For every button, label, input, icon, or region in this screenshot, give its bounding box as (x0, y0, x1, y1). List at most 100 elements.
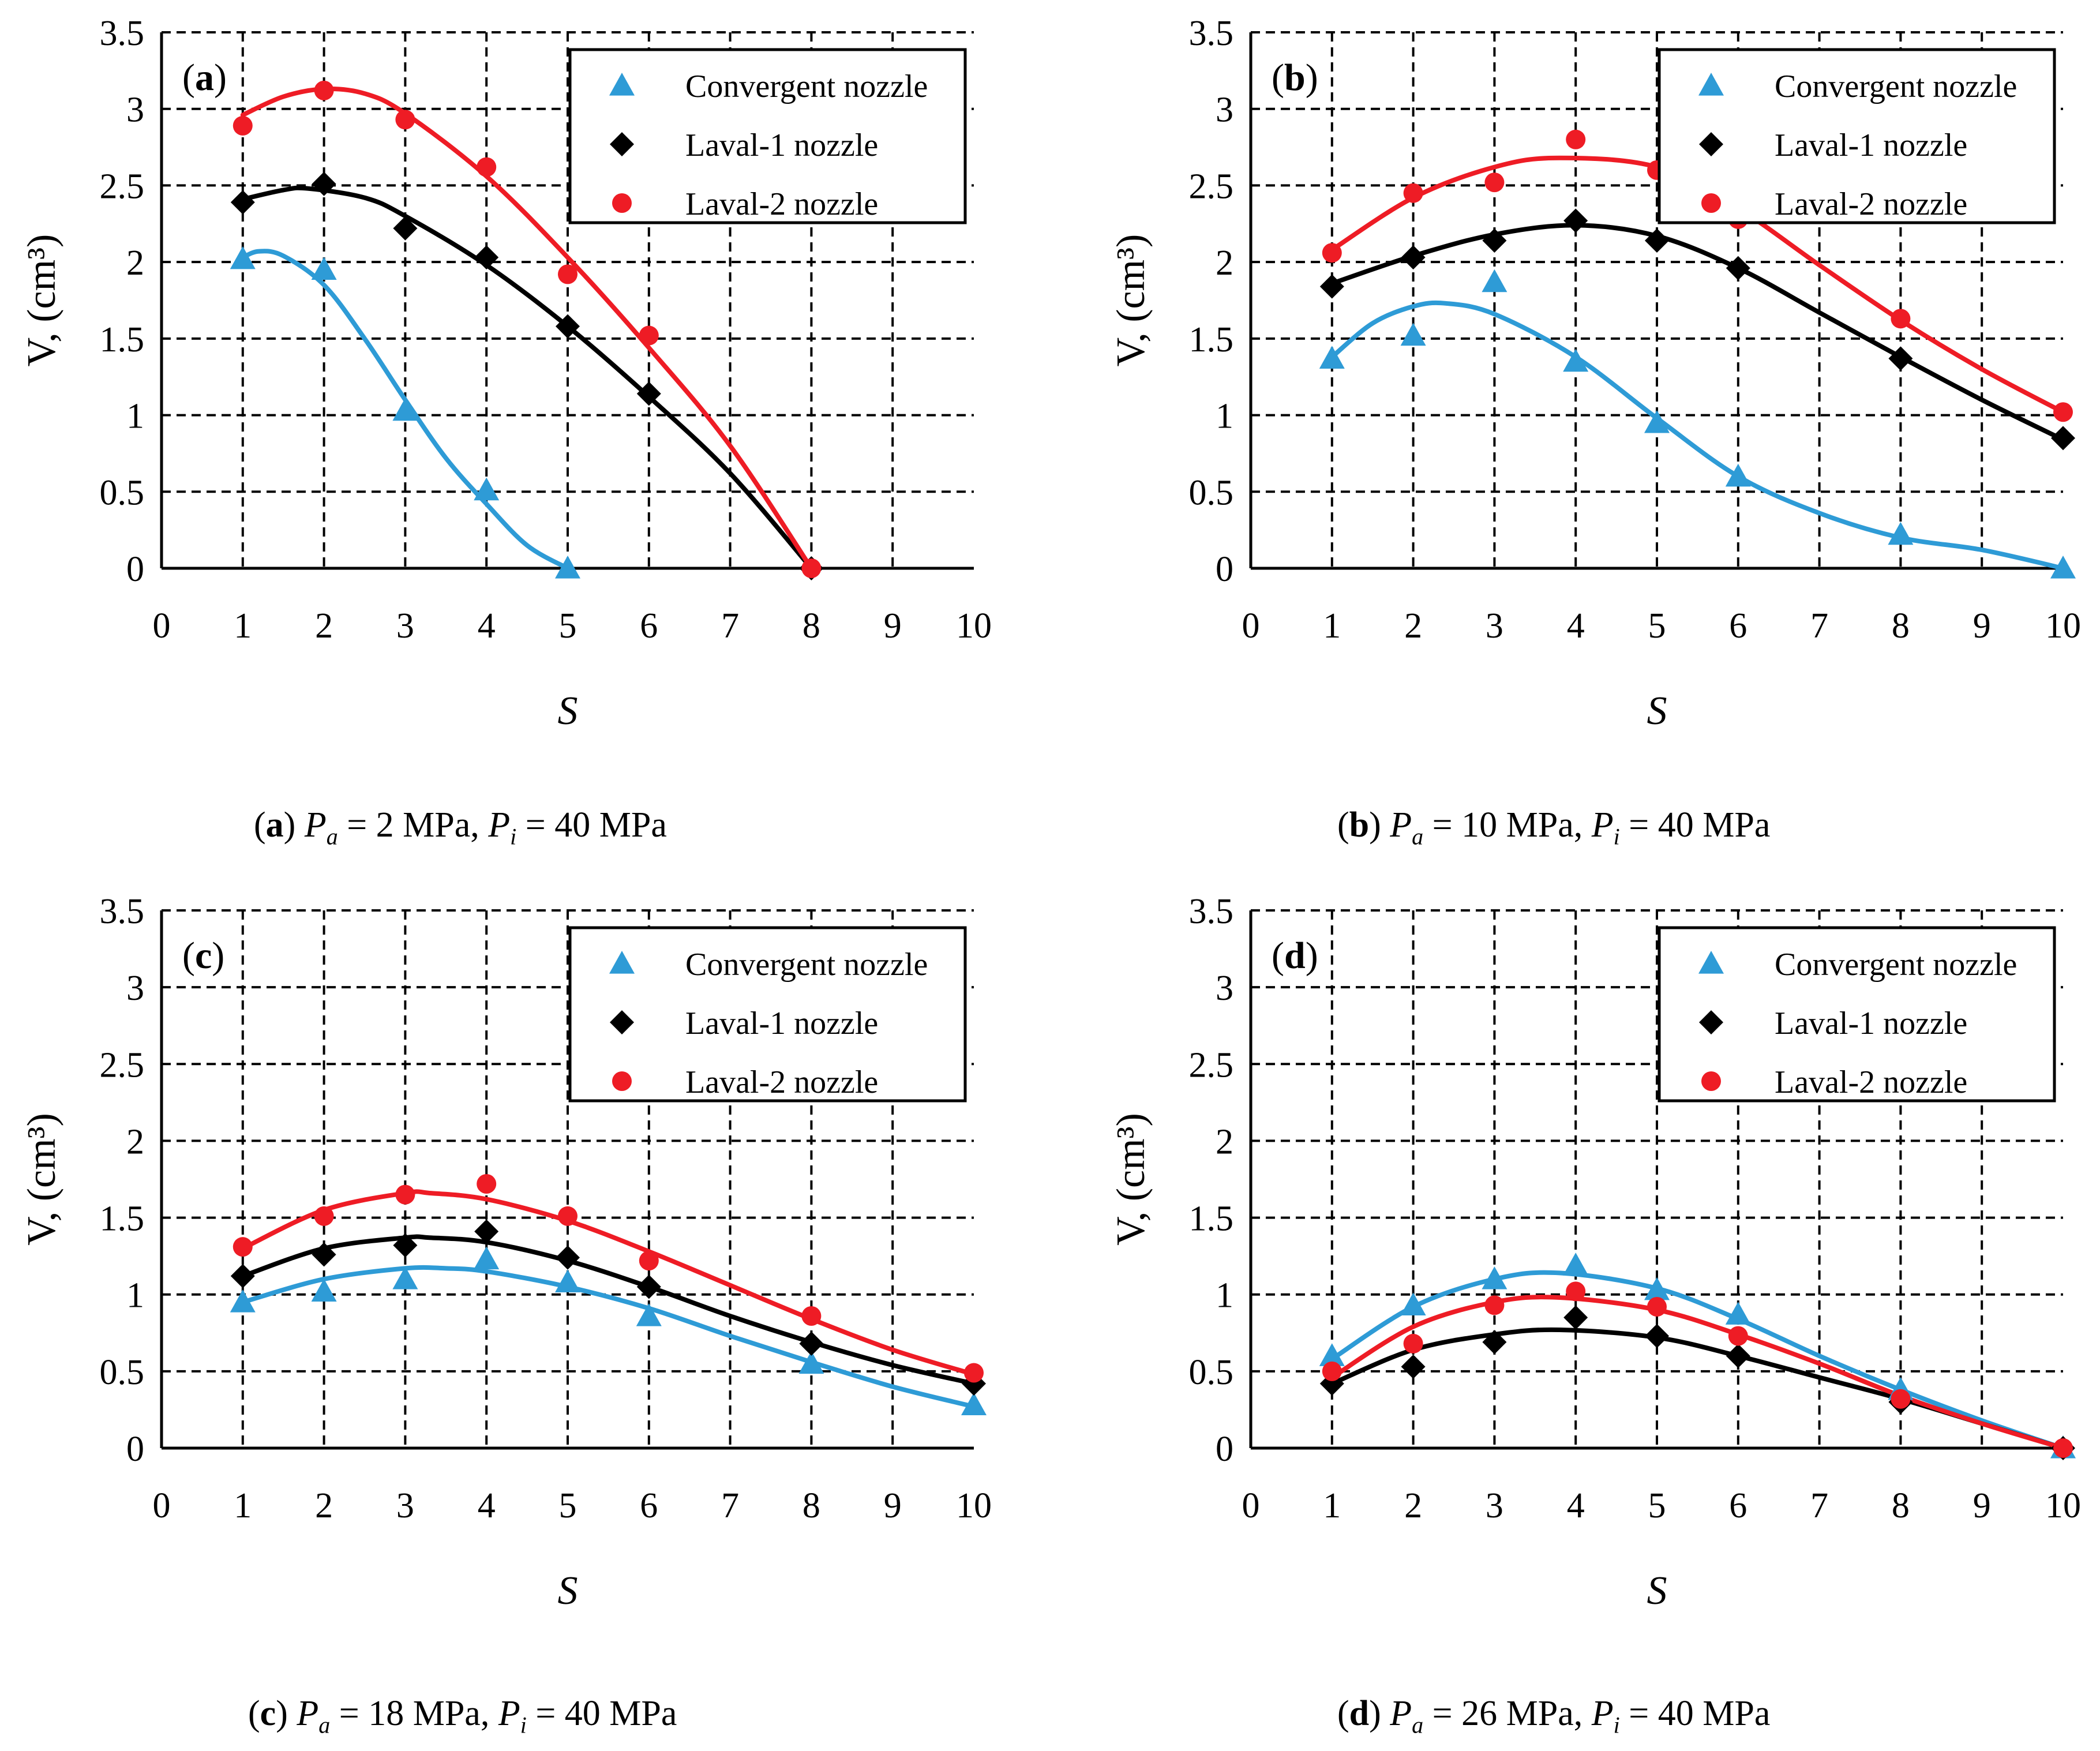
caption-a: (a) Pa = 2 MPa, Pi = 40 MPa (254, 805, 667, 850)
x-tick-label: 1 (1323, 1486, 1341, 1525)
data-point (474, 1246, 500, 1270)
x-tick-label: 4 (478, 1486, 496, 1525)
data-point (556, 314, 580, 339)
data-point (2053, 402, 2073, 422)
y-tick-label: 2.5 (1189, 1045, 1234, 1085)
x-tick-label: 9 (1973, 1486, 1991, 1525)
legend-marker (1699, 1010, 1723, 1034)
data-point (1726, 256, 1750, 280)
x-tick-label: 6 (1729, 1486, 1747, 1525)
legend-marker (610, 1010, 634, 1034)
y-tick-label: 1 (1216, 397, 1233, 436)
data-point (393, 1233, 418, 1258)
series-1-points (1319, 208, 2075, 451)
data-point (1728, 1326, 1748, 1346)
y-tick-label: 0 (126, 1430, 144, 1469)
data-point (1400, 1292, 1426, 1315)
x-tick-label: 7 (1810, 606, 1828, 646)
x-tick-label: 2 (315, 606, 333, 646)
data-point (477, 157, 497, 177)
x-tick-label: 1 (234, 1486, 252, 1525)
data-point (474, 477, 500, 501)
data-point (311, 257, 337, 280)
data-point (312, 1242, 336, 1267)
chart-panel-b: 0 1 2 3 4 5 6 7 8 9 10 0 0.5 1 1.5 2 2.5 3 3.5 S V, (cm³) (b)… (1109, 14, 2081, 733)
series-1-points (1319, 1305, 2075, 1460)
legend-marker (1701, 193, 1721, 213)
y-tick-label: 3 (126, 91, 144, 130)
y-tick-label: 3 (126, 969, 144, 1008)
data-point (1644, 1277, 1670, 1300)
data-point (1563, 348, 1589, 372)
legend: Convergent nozzle Laval-1 nozzle Laval-2 n… (568, 926, 967, 1103)
x-tick-label: 8 (1892, 606, 1910, 646)
gridlines (1251, 909, 2063, 1448)
data-point (1482, 269, 1507, 293)
legend-label: Convergent nozzle (1775, 947, 2017, 983)
data-point (1725, 1302, 1751, 1325)
y-tick-label: 2.5 (1189, 167, 1234, 206)
data-point (1563, 208, 1588, 233)
data-point (801, 1306, 822, 1326)
data-point (1566, 129, 1586, 149)
data-point (1647, 1297, 1667, 1317)
x-tick-label: 6 (1729, 606, 1747, 646)
legend-label: Laval-1 nozzle (685, 128, 878, 163)
x-tick-label: 0 (1242, 606, 1260, 646)
panel-label: (c) (182, 935, 224, 977)
chart-panel-d: 0 1 2 3 4 5 6 7 8 9 10 0 0.5 1 1.5 2 2.5 3 3.5 S V, (cm³) (d)… (1109, 892, 2081, 1613)
y-tick-label: 2 (1216, 243, 1233, 283)
data-point (1645, 1323, 1669, 1348)
fit-curve-0 (240, 249, 570, 571)
legend-label: Convergent nozzle (1775, 69, 2017, 104)
y-axis-title: V, (cm³) (20, 1113, 64, 1246)
legend-label: Laval-2 nozzle (685, 1064, 878, 1100)
x-tick-label: 10 (956, 606, 992, 646)
legend-marker (1699, 132, 1723, 156)
series-0-points (230, 246, 580, 579)
data-point (474, 245, 499, 270)
x-tick-label: 1 (234, 606, 252, 646)
data-point (556, 1245, 580, 1270)
fit-curve-2 (1329, 1295, 2065, 1450)
series-2-points (232, 1173, 984, 1383)
data-point (1319, 274, 1344, 299)
x-tick-label: 9 (884, 1486, 902, 1525)
y-tick-label: 2 (126, 243, 144, 283)
data-point (1891, 309, 1911, 329)
y-tick-label: 1.5 (100, 1199, 145, 1239)
x-tick-label: 2 (1404, 606, 1422, 646)
y-tick-label: 2 (126, 1122, 144, 1161)
y-tick-label: 0 (1216, 550, 1233, 589)
x-tick-label: 5 (1648, 1486, 1666, 1525)
chart-panel-c: 0 1 2 3 4 5 6 7 8 9 10 0 0.5 1 1.5 2 2.5 3 3.5 S V, (cm³) (c)… (20, 892, 992, 1613)
x-tick-label: 9 (1973, 606, 1991, 646)
x-tick-label: 4 (478, 606, 496, 646)
fit-curve-0 (1329, 1270, 2065, 1450)
data-point (232, 115, 253, 136)
x-tick-label: 6 (640, 1486, 658, 1525)
data-point (232, 1237, 253, 1257)
data-point (555, 1269, 580, 1293)
legend-label: Laval-2 nozzle (1775, 186, 1967, 222)
legend-label: Laval-1 nozzle (1775, 1006, 1967, 1041)
panel-label: (d) (1272, 935, 1318, 977)
data-point (636, 1274, 661, 1299)
data-point (312, 171, 336, 196)
series-1-points (230, 171, 824, 580)
x-tick-label: 9 (884, 606, 902, 646)
y-tick-label: 0 (126, 550, 144, 589)
data-point (230, 190, 255, 215)
data-point (1322, 1361, 1342, 1381)
y-tick-label: 3.5 (1189, 892, 1234, 931)
x-tick-label: 2 (315, 1486, 333, 1525)
data-point (314, 1206, 334, 1226)
y-tick-label: 2.5 (100, 167, 145, 206)
data-point (636, 1303, 662, 1326)
data-point (558, 1206, 578, 1226)
data-point (393, 216, 418, 241)
data-point (961, 1392, 987, 1416)
panel-label: (a) (182, 57, 227, 99)
